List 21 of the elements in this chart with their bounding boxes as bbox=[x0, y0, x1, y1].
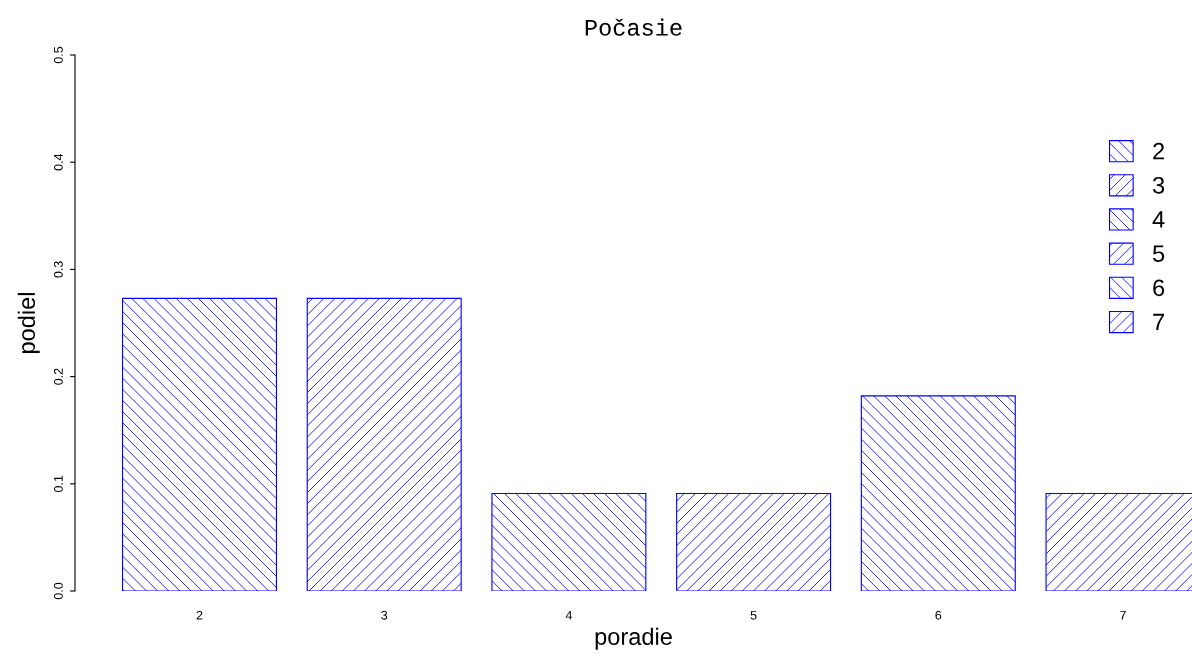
x-tick-label: 6 bbox=[935, 610, 942, 620]
y-tick-label: 0.3 bbox=[53, 261, 63, 278]
x-tick-label: 7 bbox=[1120, 610, 1126, 620]
legend-label: 5 bbox=[1152, 245, 1165, 262]
y-axis-title: podiel bbox=[17, 293, 40, 353]
chart-title: Počasie bbox=[585, 18, 682, 36]
legend-label: 6 bbox=[1153, 279, 1165, 297]
legend-label: 2 bbox=[1153, 142, 1164, 160]
y-tick-label: 0.1 bbox=[53, 475, 63, 492]
y-tick-label: 0.5 bbox=[53, 46, 63, 64]
x-tick-label: 3 bbox=[381, 610, 388, 620]
y-tick-label: 0.4 bbox=[53, 153, 63, 171]
y-tick-label: 0.0 bbox=[53, 582, 63, 600]
x-axis-title: poradie bbox=[595, 627, 672, 650]
x-tick-label: 4 bbox=[565, 610, 573, 620]
legend-label: 7 bbox=[1153, 313, 1164, 331]
y-tick-label: 0.2 bbox=[53, 368, 63, 385]
legend-label: 4 bbox=[1152, 211, 1165, 228]
legend-label: 3 bbox=[1152, 176, 1165, 194]
x-tick-label: 2 bbox=[196, 610, 203, 620]
x-tick-label: 5 bbox=[750, 610, 757, 620]
